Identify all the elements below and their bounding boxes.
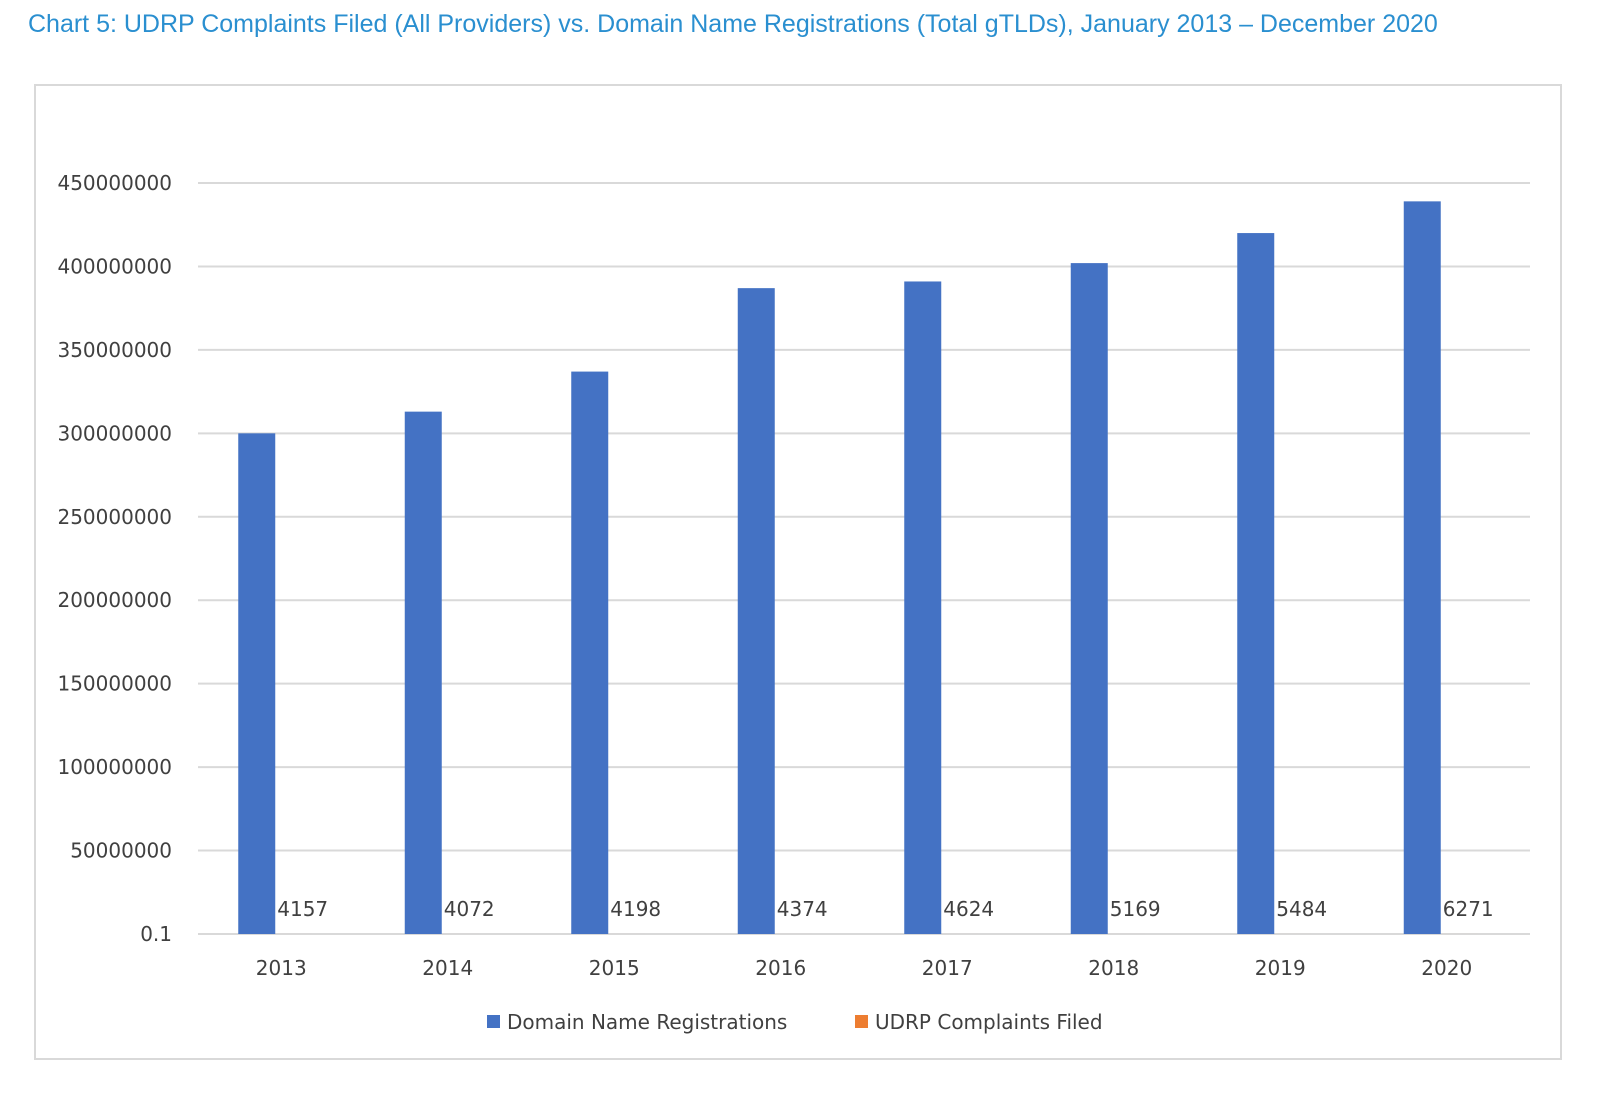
y-tick-label: 450000000 — [57, 171, 172, 195]
y-tick-label: 200000000 — [57, 588, 172, 612]
y-tick-label: 350000000 — [57, 338, 172, 362]
bar-domain-registrations — [571, 371, 609, 934]
bar-domain-registrations — [1070, 263, 1108, 934]
bars — [238, 201, 1478, 935]
legend: Domain Name Registrations UDRP Complaints… — [487, 1010, 1103, 1034]
legend-swatch-udrp-complaints — [855, 1015, 868, 1028]
x-tick-label: 2015 — [589, 956, 640, 980]
bar-domain-registrations — [904, 281, 942, 934]
bar-domain-registrations — [737, 288, 775, 934]
legend-label-domain-registrations: Domain Name Registrations — [507, 1010, 787, 1034]
x-tick-label: 2016 — [755, 956, 806, 980]
y-tick-label: 0.1 — [140, 922, 172, 946]
data-label: 5169 — [1110, 897, 1161, 921]
y-tick-label: 50000000 — [70, 839, 172, 863]
data-labels: 4157 4072 4198 4374 4624 5169 5484 6271 — [277, 897, 1493, 921]
y-tick-label: 250000000 — [57, 505, 172, 529]
bar-domain-registrations — [1237, 233, 1275, 935]
x-tick-label: 2013 — [256, 956, 307, 980]
x-tick-label: 2018 — [1088, 956, 1139, 980]
bar-domain-registrations — [404, 411, 442, 934]
data-label: 5484 — [1276, 897, 1327, 921]
y-tick-label: 150000000 — [57, 672, 172, 696]
legend-label-udrp-complaints: UDRP Complaints Filed — [875, 1010, 1103, 1034]
x-axis-ticks: 2013 2014 2015 2016 2017 2018 2019 2020 — [256, 956, 1472, 980]
bar-domain-registrations — [1403, 201, 1441, 934]
y-tick-label: 100000000 — [57, 755, 172, 779]
data-label: 4072 — [444, 897, 495, 921]
x-tick-label: 2014 — [422, 956, 473, 980]
data-label: 4374 — [777, 897, 828, 921]
data-label: 4157 — [277, 897, 328, 921]
data-label: 6271 — [1443, 897, 1494, 921]
y-tick-label: 300000000 — [57, 421, 172, 445]
y-tick-label: 400000000 — [57, 254, 172, 278]
x-tick-label: 2020 — [1421, 956, 1472, 980]
data-label: 4198 — [610, 897, 661, 921]
legend-swatch-domain-registrations — [487, 1015, 500, 1028]
x-tick-label: 2019 — [1255, 956, 1306, 980]
chart-frame — [34, 84, 1562, 1060]
chart-title: Chart 5: UDRP Complaints Filed (All Prov… — [28, 10, 1438, 38]
y-axis-ticks: 0.1 50000000 100000000 150000000 200000000 25… — [57, 171, 172, 946]
x-tick-label: 2017 — [922, 956, 973, 980]
data-label: 4624 — [943, 897, 994, 921]
bar-domain-registrations — [238, 433, 276, 934]
